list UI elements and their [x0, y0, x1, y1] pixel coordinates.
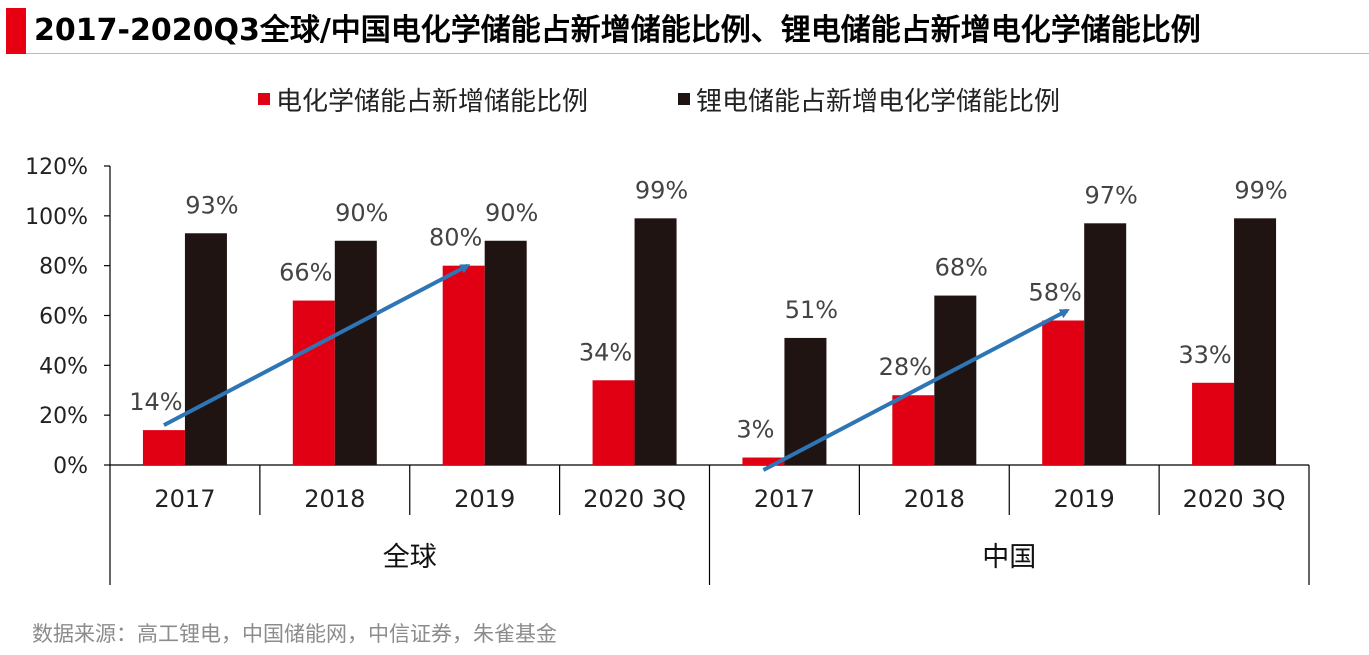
data-label: 99%: [1234, 176, 1287, 204]
data-label: 34%: [579, 338, 632, 366]
data-label: 97%: [1085, 181, 1138, 209]
trend-arrow: [163, 263, 471, 427]
y-tick-label: 80%: [39, 255, 88, 280]
bar-electrochemical: [892, 395, 935, 465]
data-label: 33%: [1178, 341, 1231, 369]
bar-lithium: [334, 240, 377, 465]
bar-electrochemical: [742, 457, 785, 465]
data-label: 68%: [935, 254, 988, 282]
legend-swatch: [258, 93, 270, 105]
x-tick-label: 2019: [454, 485, 515, 513]
x-tick-label: 2020 3Q: [583, 485, 686, 513]
chart-title: 2017-2020Q3全球/中国电化学储能占新增储能比例、锂电储能占新增电化学储…: [34, 13, 1201, 48]
data-label: 90%: [335, 199, 388, 227]
title-bar: 2017-2020Q3全球/中国电化学储能占新增储能比例、锂电储能占新增电化学储…: [0, 8, 1369, 58]
title-underline: [26, 53, 1369, 54]
bar-lithium: [934, 295, 977, 465]
bar-lithium: [634, 218, 677, 465]
data-label: 3%: [736, 416, 774, 444]
y-tick-label: 20%: [39, 404, 88, 429]
bar-lithium: [484, 240, 527, 465]
y-tick-label: 40%: [39, 354, 88, 379]
data-label: 93%: [185, 191, 238, 219]
legend-label: 电化学储能占新增储能比例: [276, 87, 588, 117]
bar-lithium: [784, 337, 827, 465]
group-label: 全球: [383, 542, 437, 573]
bar-electrochemical: [1192, 382, 1235, 465]
data-label: 90%: [485, 199, 538, 227]
data-label: 58%: [1029, 278, 1082, 306]
legend-label: 锂电储能占新增电化学储能比例: [696, 87, 1060, 117]
x-tick-label: 2019: [1054, 485, 1115, 513]
data-label: 66%: [279, 259, 332, 287]
bar-electrochemical: [592, 380, 635, 465]
x-tick-label: 2018: [904, 485, 965, 513]
x-tick-label: 2020 3Q: [1183, 485, 1286, 513]
title-accent-block: [6, 8, 26, 54]
y-tick-label: 0%: [53, 454, 88, 479]
data-label: 14%: [129, 388, 182, 416]
x-tick-label: 2018: [304, 485, 365, 513]
data-label: 28%: [879, 353, 932, 381]
bar-electrochemical: [1042, 320, 1085, 465]
y-tick-label: 100%: [25, 205, 88, 230]
trend-arrow: [762, 308, 1070, 472]
bar-electrochemical: [142, 430, 185, 465]
x-tick-label: 2017: [154, 485, 215, 513]
bar-electrochemical: [442, 265, 485, 465]
data-source-note: 数据来源：高工锂电，中国储能网，中信证券，朱雀基金: [32, 622, 557, 646]
data-label: 51%: [785, 296, 838, 324]
group-label: 中国: [982, 542, 1036, 573]
bar-electrochemical: [292, 300, 335, 465]
bar-lithium: [1084, 223, 1127, 465]
legend-swatch: [678, 93, 690, 105]
bar-lithium: [1234, 218, 1277, 465]
data-label: 99%: [635, 176, 688, 204]
y-tick-label: 60%: [39, 305, 88, 330]
bar-lithium: [184, 233, 227, 465]
x-tick-label: 2017: [754, 485, 815, 513]
y-tick-label: 120%: [25, 155, 88, 180]
data-label: 80%: [429, 224, 482, 252]
